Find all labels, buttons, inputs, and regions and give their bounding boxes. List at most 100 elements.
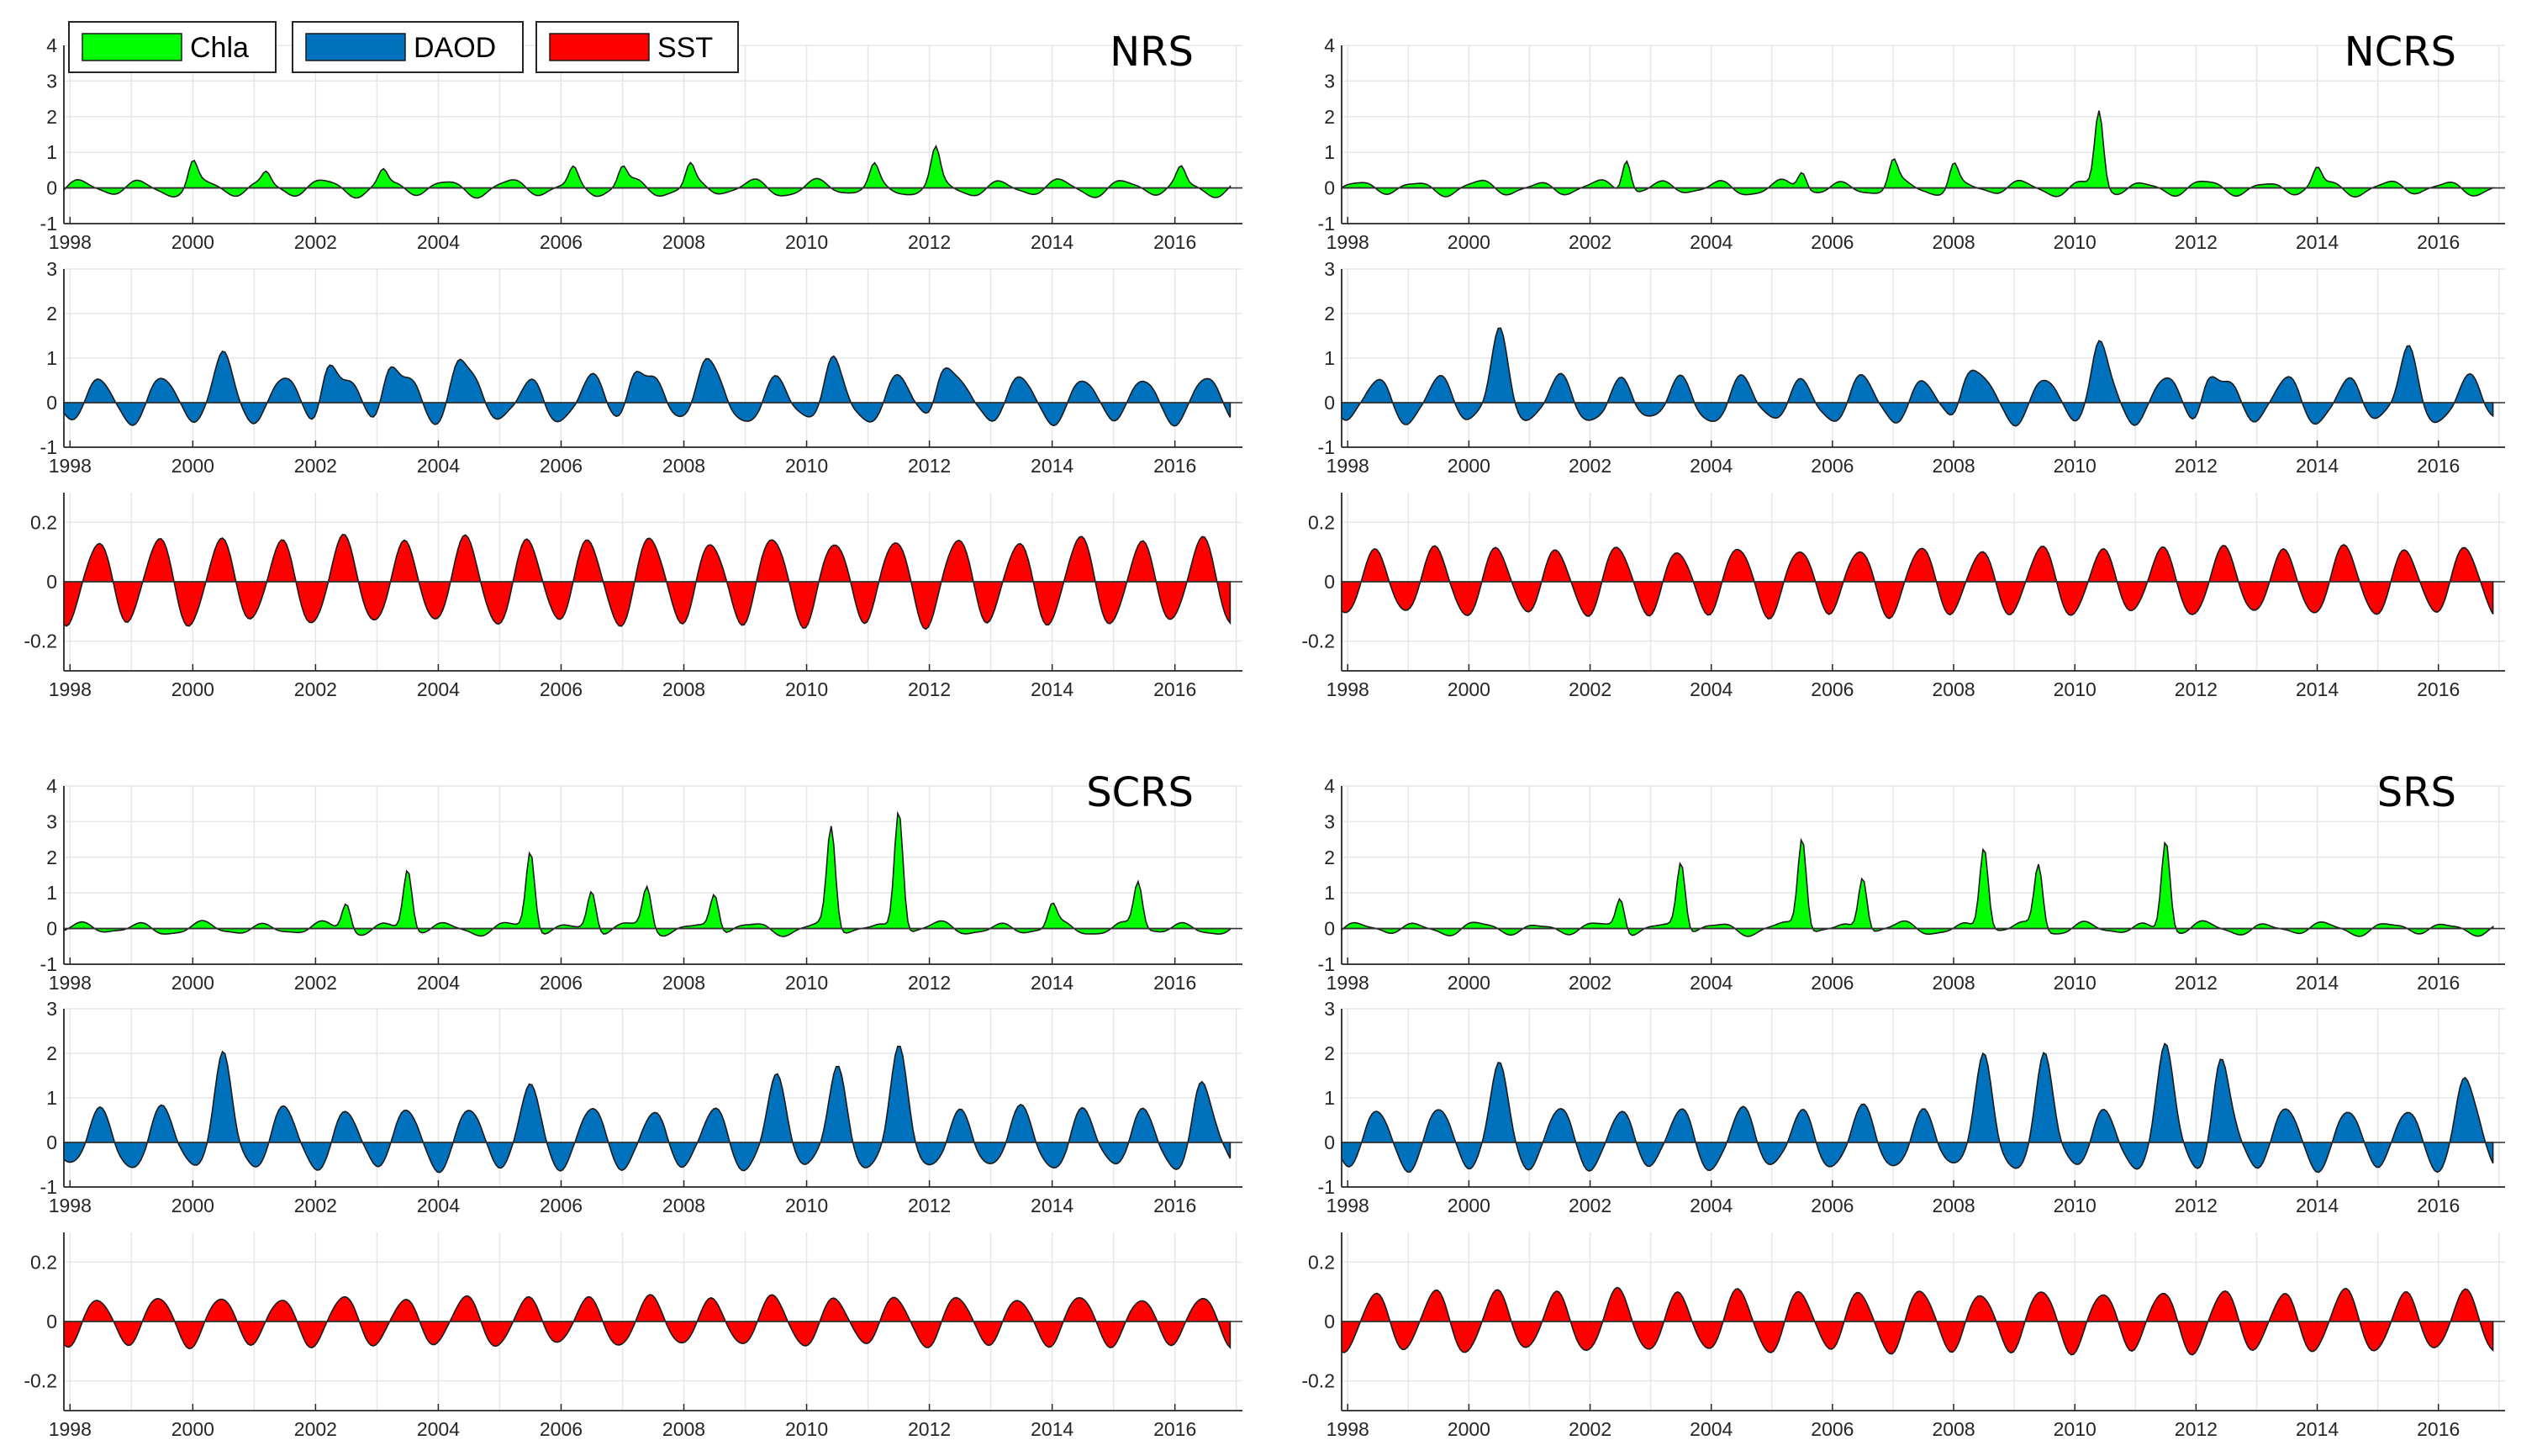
region-nrs-daod-ytick-label: -1: [40, 436, 57, 458]
region-ncrs-sst-xtick-label: 2016: [2417, 678, 2460, 700]
region-ncrs-sst-xtick-label: 2008: [1932, 678, 1975, 700]
region-nrs-chla-xtick-label: 1998: [49, 231, 92, 253]
region-srs-sst-xtick-label: 2016: [2417, 1418, 2460, 1440]
region-scrs-sst-xtick-label: 2014: [1031, 1418, 1073, 1440]
region-nrs-daod-xtick-label: 2006: [540, 455, 583, 477]
region-srs-sst-xtick-label: 2012: [2175, 1418, 2218, 1440]
region-srs-daod-xtick-label: 2016: [2417, 1195, 2460, 1216]
legend: Chla DAOD SST: [68, 21, 739, 73]
region-scrs-chla-xtick-label: 2014: [1031, 972, 1073, 994]
region-nrs-daod-xtick-label: 2008: [662, 455, 705, 477]
region-nrs-sst-xtick-label: 2012: [908, 678, 951, 700]
region-scrs-chla-xtick-label: 2012: [908, 972, 951, 994]
region-nrs-daod-area: [63, 350, 1232, 427]
region-scrs-chla-xtick-label: 2000: [171, 972, 214, 994]
region-srs-chla-ytick-label: -1: [1318, 953, 1335, 975]
region-nrs-sst-panel: 0.2 0 -0.2 1998 2000 2002 2004 2006 2008 2010 2012…: [24, 493, 1242, 700]
region-srs-chla-xtick-label: 2016: [2417, 972, 2460, 994]
region-scrs-sst-ytick-label: 0: [46, 1311, 57, 1332]
region-srs-daod-xtick-label: 2002: [1569, 1195, 1611, 1216]
region-ncrs-chla-xtick-label: 2008: [1932, 231, 1975, 253]
region-srs-chla-xtick-label: 2006: [1811, 972, 1854, 994]
region-scrs-chla-xtick-label: 2008: [662, 972, 705, 994]
region-scrs-chla-xtick-label: 2010: [785, 972, 828, 994]
region-srs-sst-xtick-label: 2002: [1569, 1418, 1611, 1440]
region-nrs-daod-ytick-label: 3: [46, 258, 57, 280]
region-srs-daod-grid: [1342, 1008, 2505, 1188]
region-ncrs-daod-xtick-label: 2010: [2054, 455, 2097, 477]
region-srs-chla-ytick-label: 1: [1324, 882, 1335, 904]
region-nrs-daod-ytick-label: 0: [46, 392, 57, 414]
region-scrs-chla-xtick-label: 2006: [540, 972, 583, 994]
region-srs-daod-xtick-label: 2008: [1932, 1195, 1975, 1216]
region-nrs-sst-ytick-label: 0.2: [30, 511, 57, 533]
region-scrs-sst-ytick-label: -0.2: [24, 1370, 57, 1392]
region-nrs-sst-xtick-label: 1998: [49, 678, 92, 700]
region-ncrs-chla-xtick-label: 2016: [2417, 231, 2460, 253]
region-nrs-title: NRS: [1110, 29, 1194, 76]
region-nrs-daod-xtick-label: 2002: [294, 455, 337, 477]
region-ncrs-daod-xtick-label: 2004: [1690, 455, 1733, 477]
region-ncrs-sst-ytick-label: 0.2: [1308, 511, 1335, 533]
region-nrs-chla-area: [63, 145, 1232, 199]
region-srs-sst-ytick-label: 0.2: [1308, 1251, 1335, 1273]
region-srs-daod-ytick-label: 0: [1324, 1132, 1335, 1153]
legend-swatch: [305, 33, 406, 61]
region-srs-daod-xtick-label: 2006: [1811, 1195, 1854, 1216]
region-scrs-sst-xtick-label: 2006: [540, 1418, 583, 1440]
region-ncrs-sst-xtick-label: 2004: [1690, 678, 1733, 700]
legend-item-sst: SST: [535, 21, 739, 73]
region-ncrs-sst-ytick-label: -0.2: [1301, 630, 1335, 652]
region-srs-daod-ytick-label: 3: [1324, 998, 1335, 1020]
region-srs-daod-xtick-label: 2012: [2175, 1195, 2218, 1216]
region-scrs-chla-xtick-label: 1998: [49, 972, 92, 994]
region-ncrs-daod-ytick-label: -1: [1318, 436, 1335, 458]
region-scrs-sst-xtick-label: 2016: [1153, 1418, 1196, 1440]
region-ncrs-daod-xtick-label: 2002: [1569, 455, 1611, 477]
region-ncrs-chla-xtick-label: 2000: [1448, 231, 1490, 253]
region-ncrs-chla-ytick-label: 2: [1324, 106, 1335, 128]
region-scrs-daod-ytick-label: 1: [46, 1087, 57, 1109]
region-ncrs-chla-ytick-label: 0: [1324, 177, 1335, 199]
region-nrs-sst-xtick-label: 2004: [417, 678, 460, 700]
region-scrs-chla-ytick-label: 3: [46, 810, 57, 832]
region-srs-daod-xtick-label: 1998: [1327, 1195, 1369, 1216]
region-srs-sst-xtick-label: 2008: [1932, 1418, 1975, 1440]
region-nrs-chla-ytick-label: 3: [46, 70, 57, 92]
region-srs-sst-panel: 0.2 0 -0.2 1998 2000 2002 2004 2006 2008 2010 2012…: [1301, 1232, 2505, 1440]
region-scrs-chla-xtick-label: 2002: [294, 972, 337, 994]
region-srs-sst-xtick-label: 1998: [1327, 1418, 1369, 1440]
region-nrs-chla-xtick-label: 2006: [540, 231, 583, 253]
region-srs-chla-xtick-label: 2014: [2296, 972, 2339, 994]
region-srs-daod-ytick-label: 2: [1324, 1042, 1335, 1064]
region-scrs-daod-ytick-label: -1: [40, 1176, 57, 1198]
region-scrs-chla-ytick-label: 4: [46, 775, 57, 797]
region-ncrs-title: NCRS: [2344, 29, 2456, 76]
region-ncrs-daod-xtick-label: 1998: [1327, 455, 1369, 477]
region-nrs-chla-xtick-label: 2010: [785, 231, 828, 253]
region-scrs-chla-ytick-label: 1: [46, 882, 57, 904]
region-scrs-chla-ytick-label: 0: [46, 918, 57, 940]
region-scrs-sst-panel: 0.2 0 -0.2 1998 2000 2002 2004 2006 2008 2010 2012…: [24, 1232, 1242, 1440]
region-ncrs-daod-ytick-label: 0: [1324, 392, 1335, 414]
region-nrs-daod-xtick-label: 2016: [1153, 455, 1196, 477]
region-scrs-daod-ytick-label: 3: [46, 998, 57, 1020]
region-nrs-sst-xtick-label: 2014: [1031, 678, 1073, 700]
region-nrs-chla-xtick-label: 2000: [171, 231, 214, 253]
region-srs-chla-ytick-label: 0: [1324, 918, 1335, 940]
region-srs-chla-xtick-label: 1998: [1327, 972, 1369, 994]
region-scrs-sst-xtick-label: 2000: [171, 1418, 214, 1440]
region-ncrs-daod-ytick-label: 1: [1324, 347, 1335, 369]
region-nrs-sst-ytick-label: 0: [46, 571, 57, 593]
region-scrs-daod-ytick-label: 0: [46, 1132, 57, 1153]
region-scrs-daod-xtick-label: 2006: [540, 1195, 583, 1216]
region-ncrs-daod-xtick-label: 2014: [2296, 455, 2339, 477]
region-ncrs-sst-xtick-label: 2006: [1811, 678, 1854, 700]
region-nrs-chla-xtick-label: 2014: [1031, 231, 1073, 253]
legend-swatch: [82, 33, 182, 61]
region-ncrs-daod-ytick-label: 3: [1324, 258, 1335, 280]
